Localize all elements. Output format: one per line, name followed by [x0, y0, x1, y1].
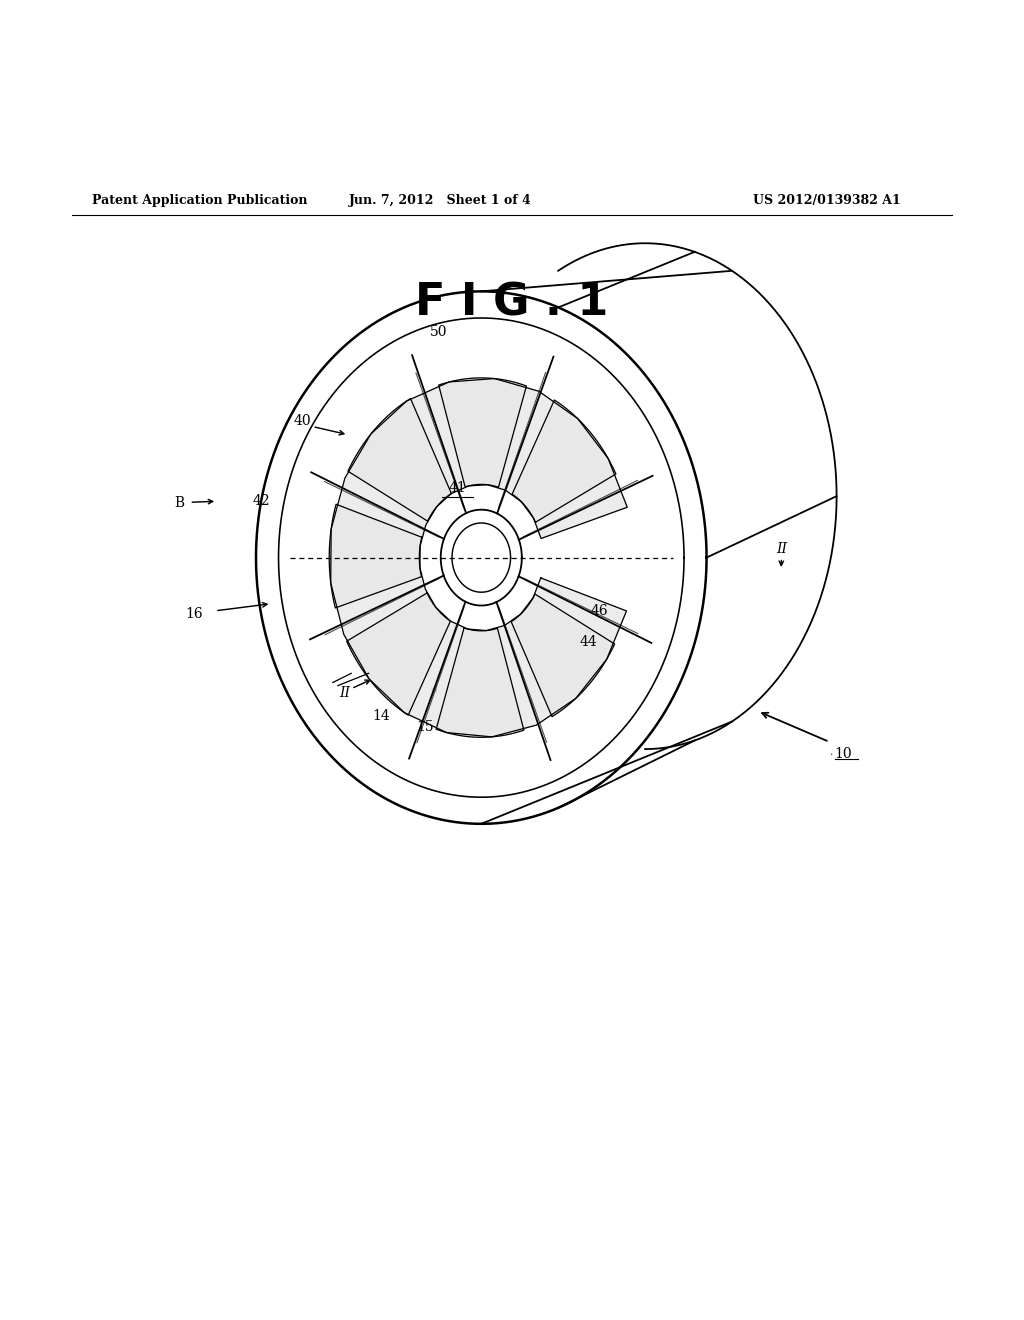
Text: II: II — [776, 543, 786, 557]
Text: 46: 46 — [590, 603, 608, 618]
Text: 44: 44 — [580, 635, 598, 648]
Text: F I G . 1: F I G . 1 — [416, 281, 608, 325]
Text: 14: 14 — [372, 709, 390, 723]
Polygon shape — [331, 379, 628, 737]
Polygon shape — [347, 593, 451, 715]
Text: 50: 50 — [429, 325, 447, 339]
Polygon shape — [512, 400, 615, 523]
Polygon shape — [348, 399, 452, 521]
Text: B: B — [174, 496, 184, 511]
Text: II: II — [340, 686, 350, 700]
Text: Jun. 7, 2012   Sheet 1 of 4: Jun. 7, 2012 Sheet 1 of 4 — [349, 194, 531, 207]
Text: 42: 42 — [252, 494, 270, 508]
Text: US 2012/0139382 A1: US 2012/0139382 A1 — [754, 194, 901, 207]
Polygon shape — [511, 594, 614, 717]
Text: 15: 15 — [416, 719, 434, 734]
Polygon shape — [330, 504, 422, 609]
Text: 16: 16 — [185, 607, 204, 620]
Polygon shape — [436, 628, 524, 738]
Text: 10: 10 — [835, 747, 852, 762]
Text: 41: 41 — [449, 480, 467, 495]
Text: 40: 40 — [293, 414, 311, 429]
Text: Patent Application Publication: Patent Application Publication — [92, 194, 307, 207]
Polygon shape — [438, 378, 526, 487]
